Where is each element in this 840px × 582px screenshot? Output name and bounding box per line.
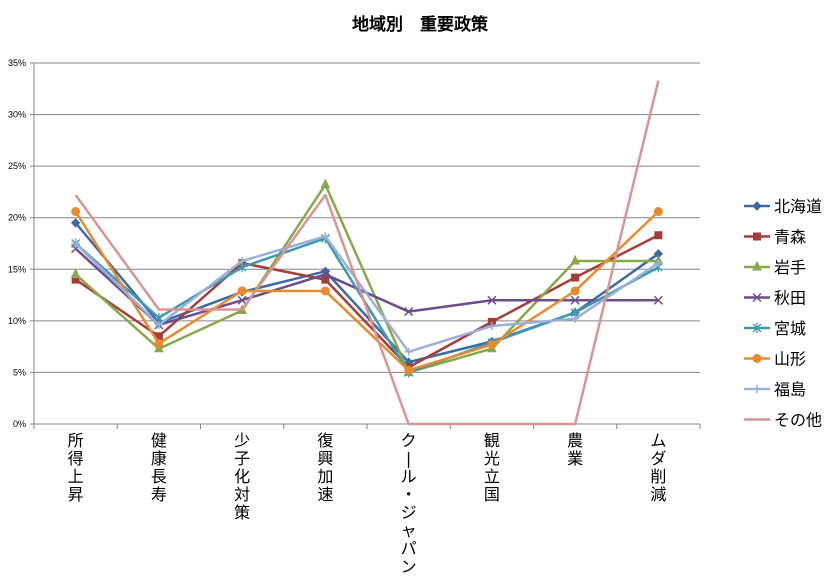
series-7 — [71, 232, 663, 356]
data-point-marker — [154, 320, 163, 329]
y-tick-label: 35% — [8, 58, 26, 68]
legend-item: 秋田 — [744, 289, 806, 308]
series-line — [74, 210, 660, 372]
y-tick-label: 30% — [8, 110, 26, 120]
data-point-marker — [70, 218, 81, 228]
data-point-marker — [321, 232, 330, 241]
data-point-marker — [320, 286, 330, 296]
data-point-marker — [571, 273, 580, 282]
data-point-marker — [320, 178, 331, 189]
series-line — [74, 237, 659, 374]
y-axis: 0% 5% 10% 15% 20% 25% 30% 35% — [8, 58, 35, 429]
data-point-marker — [238, 257, 247, 266]
data-point-marker — [404, 365, 414, 375]
legend-item: 岩手 — [744, 258, 806, 277]
category-label: 農業 — [567, 431, 583, 468]
category-label: 観光立国 — [484, 431, 500, 504]
legend-label: 宮城 — [774, 319, 806, 338]
data-point-marker — [570, 286, 580, 296]
category-label: 少子化対策 — [234, 431, 250, 522]
data-point-marker — [752, 260, 762, 271]
data-point-marker — [237, 286, 247, 296]
data-point-marker — [654, 231, 663, 240]
y-tick-label: 10% — [8, 316, 26, 326]
legend-item: その他 — [744, 411, 822, 430]
data-point-marker — [321, 275, 330, 284]
legend-item: 宮城 — [744, 319, 806, 338]
data-point-marker — [752, 292, 762, 303]
series-line — [74, 234, 659, 369]
legend-item: 福島 — [744, 380, 806, 399]
data-point-marker — [70, 268, 81, 278]
legend-label: 青森 — [774, 228, 806, 247]
y-tick-label: 20% — [8, 213, 26, 223]
y-tick-label: 0% — [13, 419, 26, 429]
series-5 — [71, 233, 663, 378]
chart-title: 地域別 重要政策 — [352, 14, 489, 35]
category-label: ク|ル・ジャパン — [399, 431, 418, 576]
legend-label: 福島 — [774, 380, 806, 399]
data-point-marker — [570, 254, 580, 265]
data-point-marker — [404, 347, 413, 356]
data-point-marker — [752, 354, 762, 363]
data-point-marker — [320, 269, 330, 279]
category-label: 所得上昇 — [68, 431, 84, 504]
legend-item: 青森 — [744, 228, 806, 247]
x-axis: 所得上昇 健康長寿 少子化対策 復興加速 ク|ル・ジャパン 観光立国 農業 ムダ削減 — [33, 423, 701, 576]
y-tick-label: 25% — [8, 161, 26, 171]
data-point-marker — [71, 207, 81, 217]
data-point-marker — [753, 385, 761, 393]
series-6 — [71, 207, 663, 375]
legend-item: 山形 — [744, 350, 806, 369]
gridlines — [34, 62, 700, 425]
data-point-marker — [237, 295, 247, 305]
data-point-marker — [653, 207, 663, 217]
category-label: 健康長寿 — [151, 431, 167, 504]
legend-item: 北海道 — [744, 197, 822, 216]
data-point-marker — [487, 295, 497, 305]
category-label: 復興加速 — [317, 431, 333, 504]
series-group — [70, 80, 664, 426]
data-point-marker — [154, 339, 164, 349]
y-tick-label: 5% — [13, 367, 26, 377]
data-point-marker — [71, 239, 80, 248]
y-tick-label: 15% — [8, 264, 26, 274]
legend-label: 北海道 — [774, 197, 822, 216]
series-line — [74, 80, 660, 426]
data-point-marker — [571, 314, 580, 323]
data-point-marker — [570, 295, 580, 305]
data-point-marker — [654, 259, 663, 268]
data-point-marker — [753, 232, 761, 241]
data-point-marker — [404, 307, 414, 317]
data-point-marker — [752, 201, 762, 211]
category-label: ムダ削減 — [650, 431, 666, 504]
data-point-marker — [653, 295, 663, 305]
legend-label: 秋田 — [774, 289, 806, 308]
data-point-marker — [752, 323, 762, 333]
legend-label: 岩手 — [774, 258, 806, 277]
series-line — [74, 183, 659, 374]
data-point-marker — [487, 322, 496, 331]
series-line — [74, 235, 660, 354]
series-8 — [74, 80, 660, 426]
legend-label: 山形 — [774, 350, 806, 369]
legend-label: その他 — [774, 411, 822, 430]
data-point-marker — [487, 340, 497, 350]
